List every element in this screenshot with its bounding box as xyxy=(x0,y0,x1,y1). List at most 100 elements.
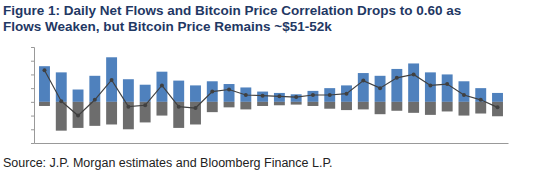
bar xyxy=(274,102,285,105)
tick xyxy=(31,74,34,75)
bar xyxy=(375,102,386,114)
bar xyxy=(425,102,436,115)
bar xyxy=(475,102,486,114)
marker xyxy=(462,93,466,97)
bar xyxy=(156,102,167,116)
bar xyxy=(274,93,285,102)
bar xyxy=(442,74,453,101)
marker xyxy=(361,79,365,83)
tick xyxy=(31,102,34,103)
tick-mark xyxy=(31,116,34,117)
marker xyxy=(345,92,349,96)
bar xyxy=(39,66,50,102)
tick-mark xyxy=(31,61,34,62)
bar xyxy=(106,57,117,102)
source: Source: J.P. Morgan estimates and Bloomb… xyxy=(3,156,333,170)
bar xyxy=(358,102,369,110)
marker xyxy=(76,114,80,118)
bar xyxy=(391,102,402,111)
marker xyxy=(177,105,181,109)
plot xyxy=(31,48,509,144)
tick-mark xyxy=(31,88,34,89)
tick xyxy=(31,88,34,89)
x-axis xyxy=(35,143,509,145)
axis-line xyxy=(31,48,35,144)
bar xyxy=(459,81,470,102)
marker xyxy=(395,76,399,80)
bar xyxy=(56,72,67,101)
axis-line xyxy=(35,143,509,144)
y-axis xyxy=(31,48,35,144)
title: Figure 1: Daily Net Flows and Bitcoin Pr… xyxy=(3,3,461,34)
tick-mark xyxy=(31,47,34,48)
tick xyxy=(31,61,34,62)
bar xyxy=(375,76,386,102)
marker xyxy=(378,86,382,90)
bar xyxy=(39,102,50,106)
bar xyxy=(391,69,402,102)
marker xyxy=(227,88,231,92)
bar xyxy=(173,81,184,102)
tick xyxy=(31,143,34,144)
bar xyxy=(190,102,201,125)
bar xyxy=(123,79,134,102)
tick xyxy=(31,129,34,130)
bar xyxy=(224,84,235,102)
bar xyxy=(492,93,503,102)
tick-mark xyxy=(31,143,34,144)
bar xyxy=(358,73,369,102)
bar xyxy=(156,72,167,102)
tick xyxy=(31,47,34,48)
bar xyxy=(291,94,302,102)
bar xyxy=(140,102,151,123)
marker xyxy=(445,82,449,86)
marker xyxy=(311,93,315,97)
bar xyxy=(190,85,201,101)
tick-mark xyxy=(31,129,34,130)
bar xyxy=(73,90,84,102)
marker xyxy=(126,105,130,109)
marker xyxy=(244,93,248,97)
bar xyxy=(291,102,302,105)
bar xyxy=(324,102,335,109)
marker xyxy=(479,98,483,102)
tick-mark xyxy=(31,102,34,103)
marker xyxy=(412,72,416,76)
marker xyxy=(143,103,147,107)
tick-mark xyxy=(31,74,34,75)
marker xyxy=(42,68,46,72)
marker xyxy=(328,93,332,97)
bar xyxy=(240,102,251,110)
bar xyxy=(408,102,419,113)
bar xyxy=(425,72,436,101)
bar xyxy=(89,102,100,126)
bar xyxy=(257,92,268,102)
bar xyxy=(442,102,453,112)
bar xyxy=(224,102,235,107)
marker xyxy=(193,106,197,110)
bar xyxy=(257,102,268,106)
marker xyxy=(496,105,500,109)
line xyxy=(44,70,497,115)
bar xyxy=(207,102,218,112)
tick xyxy=(31,116,34,117)
bar xyxy=(475,88,486,102)
marker xyxy=(210,90,214,94)
bar xyxy=(307,91,318,102)
bar xyxy=(173,102,184,128)
bar xyxy=(341,102,352,110)
bar xyxy=(56,102,67,131)
chart: Figure 1: Daily Net Flows and Bitcoin Pr… xyxy=(0,0,560,179)
marker xyxy=(294,95,298,99)
marker xyxy=(110,78,114,82)
marker xyxy=(261,94,265,98)
bar xyxy=(73,102,84,128)
marker xyxy=(59,99,63,103)
marker xyxy=(428,83,432,87)
bar xyxy=(492,102,503,116)
bar xyxy=(307,102,318,106)
bar xyxy=(408,63,419,101)
marks xyxy=(39,57,503,130)
bar xyxy=(89,76,100,102)
marker xyxy=(160,83,164,87)
